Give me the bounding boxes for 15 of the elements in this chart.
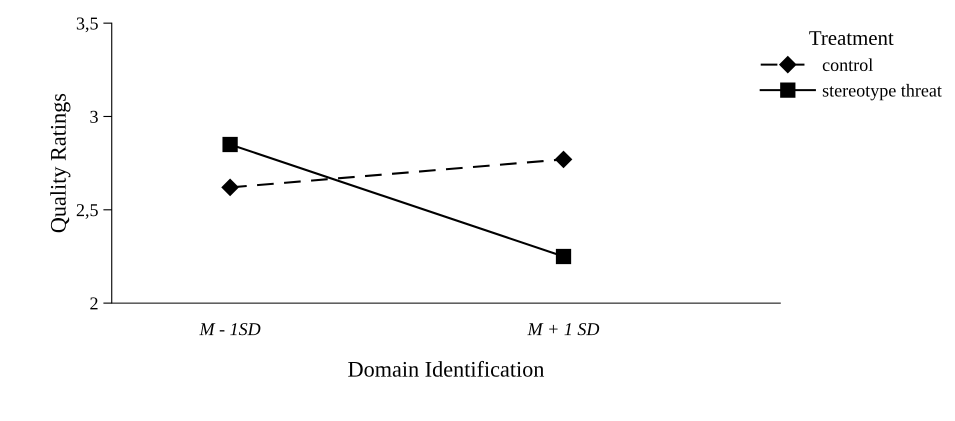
y-tick-label: 2 xyxy=(90,297,98,310)
point xyxy=(554,150,572,168)
y-axis-title: Quality Ratings xyxy=(50,94,70,232)
y-tick-label: 2,5 xyxy=(76,204,98,219)
legend-label: control xyxy=(822,58,873,72)
point xyxy=(222,136,238,152)
point xyxy=(556,248,572,264)
legend-label: stereotype threat xyxy=(822,84,942,100)
point xyxy=(222,178,239,196)
y-tick-label: 3,5 xyxy=(76,17,98,32)
x-tick-label: M + 1 SD xyxy=(527,323,600,336)
x-axis-title: Domain Identification xyxy=(348,360,544,377)
y-tick-label: 3 xyxy=(90,110,98,123)
legend-title: Treatment xyxy=(809,31,894,46)
x-tick-label: M - 1SD xyxy=(199,323,260,336)
